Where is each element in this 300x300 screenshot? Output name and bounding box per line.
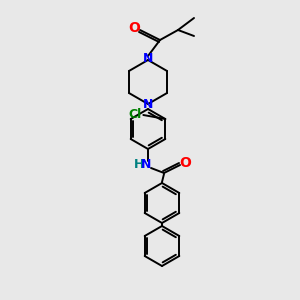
Text: N: N (141, 158, 151, 170)
Text: N: N (143, 98, 153, 112)
Text: H: H (134, 158, 144, 172)
Text: O: O (179, 156, 191, 170)
Text: N: N (143, 52, 153, 65)
Text: O: O (128, 21, 140, 35)
Text: Cl: Cl (129, 109, 142, 122)
